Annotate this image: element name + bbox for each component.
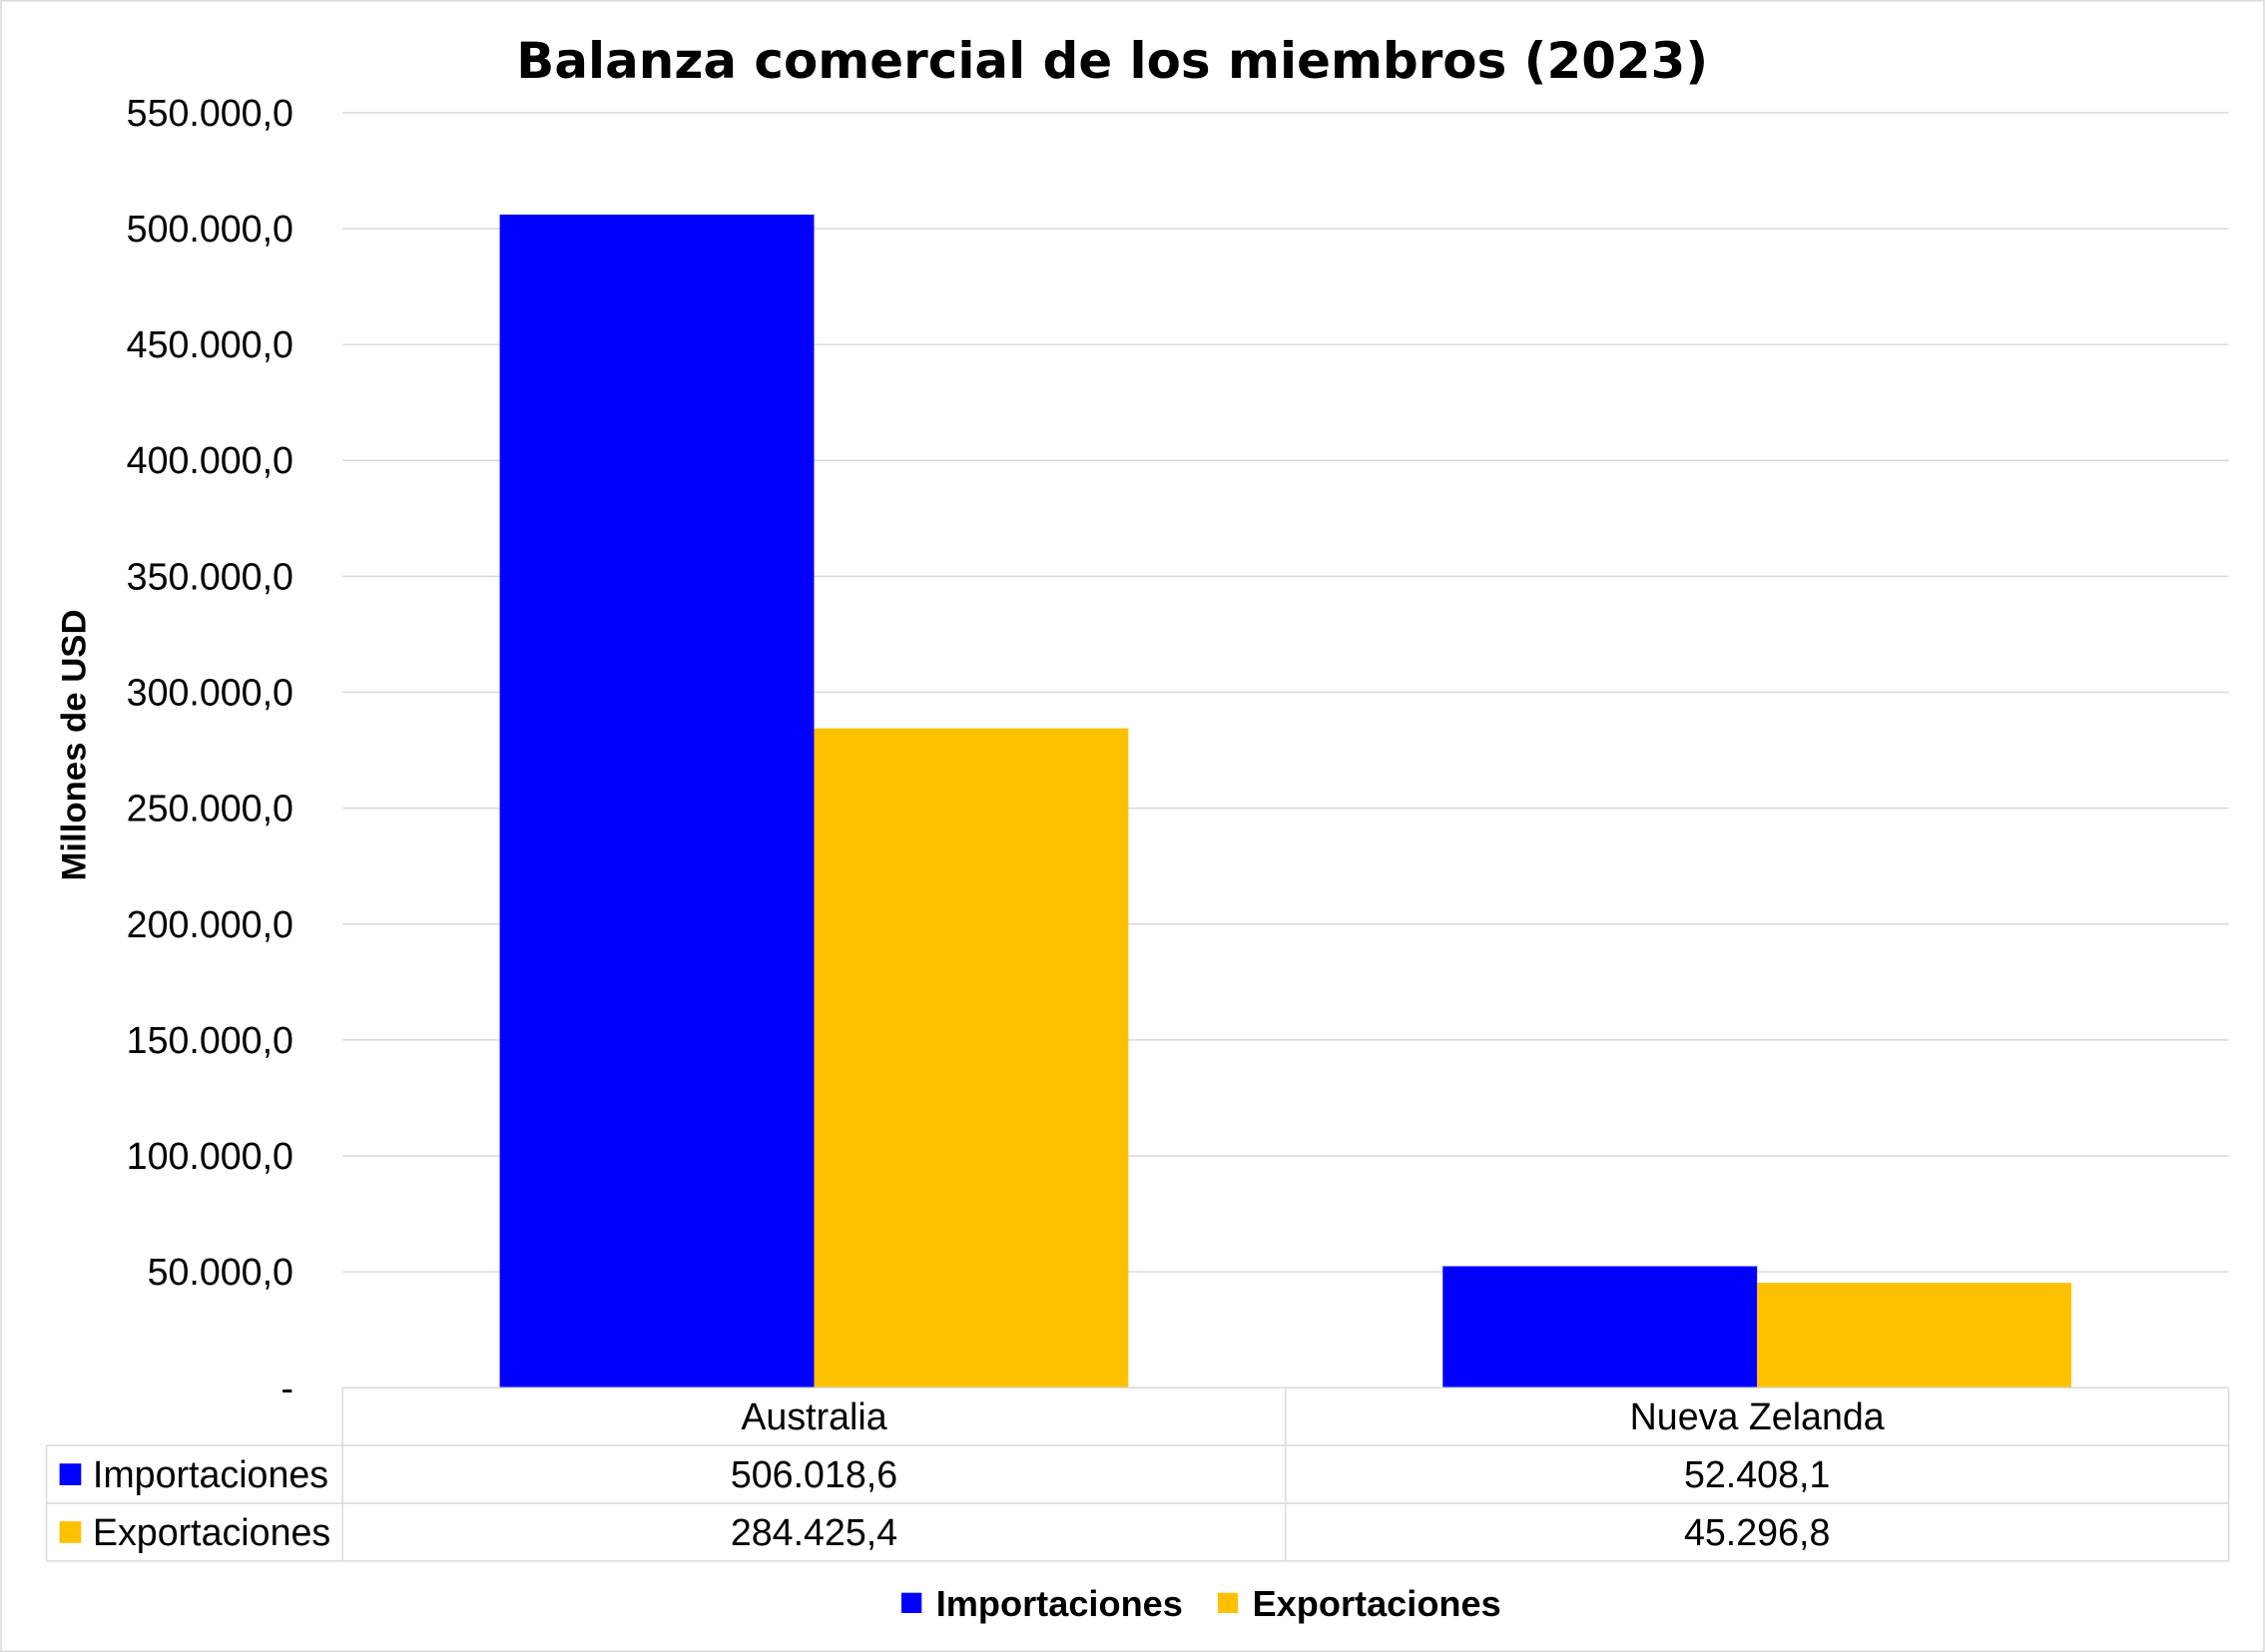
y-tick-label: 150.000,0 xyxy=(127,1019,293,1061)
y-tick-label: 100.000,0 xyxy=(127,1135,293,1177)
y-tick-label: 400.000,0 xyxy=(127,439,293,481)
data-table-category-header: Australia xyxy=(741,1395,886,1437)
y-tick-label: 350.000,0 xyxy=(127,555,293,597)
y-tick-label: 550.000,0 xyxy=(127,92,293,134)
legend-item-importaciones: Importaciones xyxy=(901,1583,1183,1624)
y-axis-title: Millones de USD xyxy=(56,609,94,880)
bar-importaciones-nueva-zelanda xyxy=(1442,1266,1758,1388)
data-table-legend-key xyxy=(59,1463,82,1485)
data-table-value: 45.296,8 xyxy=(1684,1511,1830,1553)
data-table-value: 52.408,1 xyxy=(1684,1453,1830,1495)
y-tick-label: 300.000,0 xyxy=(127,672,293,714)
legend-label: Exportaciones xyxy=(1253,1583,1501,1624)
y-tick-label: 50.000,0 xyxy=(148,1251,293,1293)
legend-swatch xyxy=(901,1592,922,1613)
data-table: Australia Nueva Zelanda Importaciones 506.0… xyxy=(45,1386,2230,1562)
data-table-legend-key xyxy=(59,1521,82,1543)
legend-item-exportaciones: Exportaciones xyxy=(1217,1583,1501,1624)
y-tick-label: 250.000,0 xyxy=(127,788,293,829)
y-tick-label: - xyxy=(281,1367,293,1408)
bar-exportaciones-nueva-zelanda xyxy=(1757,1283,2072,1388)
data-table-value: 284.425,4 xyxy=(731,1511,897,1553)
legend: Importaciones Exportaciones xyxy=(901,1583,1501,1624)
y-axis: - 50.000,0 100.000,0 150.000,0 200.000,0 250.… xyxy=(127,92,293,1408)
legend-swatch xyxy=(1217,1592,1239,1613)
y-tick-label: 500.000,0 xyxy=(127,208,293,250)
legend-label: Importaciones xyxy=(936,1583,1183,1624)
bars xyxy=(499,214,2072,1388)
data-table-series-label: Exportaciones xyxy=(93,1511,330,1553)
y-tick-label: 450.000,0 xyxy=(127,323,293,365)
y-tick-label: 200.000,0 xyxy=(127,903,293,945)
chart-title: Balanza comercial de los miembros (2023) xyxy=(516,32,1708,90)
data-table-series-label: Importaciones xyxy=(93,1453,328,1495)
bar-importaciones-australia xyxy=(499,214,815,1388)
bar-exportaciones-australia xyxy=(814,728,1129,1388)
data-table-value: 506.018,6 xyxy=(731,1453,897,1495)
data-table-category-header: Nueva Zelanda xyxy=(1630,1395,1885,1437)
